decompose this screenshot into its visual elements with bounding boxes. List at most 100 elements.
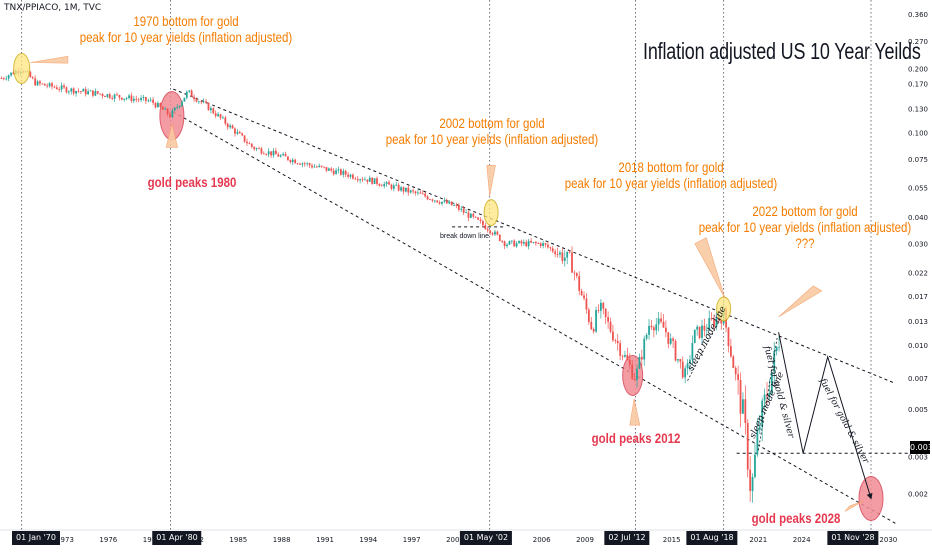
candle-body-36 bbox=[87, 91, 90, 95]
candle-body-67 bbox=[161, 106, 164, 110]
candle-body-24 bbox=[58, 89, 61, 91]
annotation-1970: 1970 bottom for gold peak for 10 year yi… bbox=[80, 13, 293, 45]
candle-body-91 bbox=[219, 114, 222, 118]
candle-body-79 bbox=[190, 90, 193, 97]
gold-peak-circle-2028 bbox=[858, 475, 884, 521]
candle-body-124 bbox=[299, 163, 301, 165]
candle-body-269 bbox=[648, 325, 650, 335]
candle-body-54 bbox=[130, 95, 133, 101]
candle-body-55 bbox=[132, 98, 135, 101]
candle-body-0 bbox=[0, 78, 3, 80]
candle-body-109 bbox=[262, 153, 265, 155]
y-tick-label-12: 0.013 bbox=[908, 318, 928, 326]
annotation-2022-line-2: peak for 10 year yields (inflation adjus… bbox=[698, 219, 912, 235]
candle-body-291 bbox=[701, 325, 703, 338]
candle-body-53 bbox=[128, 95, 130, 99]
candle-body-250 bbox=[602, 302, 605, 309]
x-tick-label-2015: 2015 bbox=[663, 536, 681, 544]
candle-body-116 bbox=[279, 155, 282, 157]
candle-body-129 bbox=[311, 165, 313, 168]
candle-body-219 bbox=[527, 240, 530, 247]
candle-body-27 bbox=[65, 87, 68, 93]
candle-body-22 bbox=[53, 86, 56, 88]
arrow-2028 bbox=[844, 500, 864, 512]
candle-body-182 bbox=[438, 202, 441, 204]
candle-body-275 bbox=[662, 321, 665, 328]
y-tick-label-8: 0.040 bbox=[908, 214, 928, 222]
candle-body-198 bbox=[477, 217, 480, 220]
break-down-line-label: break down line bbox=[440, 233, 490, 240]
arrow-2002 bbox=[486, 165, 496, 197]
candle-body-173 bbox=[417, 192, 419, 194]
candle-body-35 bbox=[84, 89, 87, 95]
candle-body-128 bbox=[308, 163, 311, 166]
candle-body-102 bbox=[246, 141, 248, 144]
candle-body-293 bbox=[705, 330, 708, 331]
candle-body-319 bbox=[768, 393, 771, 397]
candle-body-261 bbox=[628, 359, 631, 365]
candle-body-256 bbox=[616, 340, 619, 344]
candle-body-298 bbox=[717, 318, 720, 320]
candle-body-171 bbox=[412, 190, 415, 192]
candle-body-82 bbox=[197, 101, 200, 103]
annotation-2022: 2022 bottom for gold peak for 10 year yi… bbox=[699, 203, 912, 251]
candle-body-158 bbox=[380, 185, 383, 187]
candle-body-30 bbox=[72, 88, 75, 94]
candle-body-187 bbox=[450, 201, 453, 206]
trendline-lower bbox=[173, 111, 896, 524]
candle-body-317 bbox=[763, 394, 766, 401]
candle-body-42 bbox=[101, 94, 104, 97]
candle-body-148 bbox=[356, 179, 359, 181]
candle-body-86 bbox=[207, 102, 210, 111]
candle-body-69 bbox=[166, 108, 169, 115]
candle-body-39 bbox=[94, 91, 97, 96]
candle-body-266 bbox=[640, 356, 643, 360]
y-tick-label-9: 0.030 bbox=[908, 241, 928, 249]
candle-body-37 bbox=[89, 90, 92, 92]
candle-body-180 bbox=[433, 200, 436, 202]
candle-body-223 bbox=[537, 243, 540, 244]
date-tag-2028: 01 Nov '28 bbox=[827, 531, 879, 545]
candle-body-43 bbox=[104, 96, 106, 97]
candle-body-3 bbox=[7, 75, 10, 79]
candle-body-4 bbox=[10, 72, 12, 76]
candle-body-28 bbox=[67, 91, 70, 93]
annotation-2018-line-1: 2018 bottom for gold bbox=[618, 159, 724, 175]
y-tick-label-13: 0.010 bbox=[908, 342, 928, 350]
candle-body-271 bbox=[652, 327, 655, 331]
x-tick-label-1976: 1976 bbox=[99, 536, 117, 544]
x-tick-label-2006: 2006 bbox=[533, 536, 551, 544]
candle-body-44 bbox=[106, 94, 109, 97]
candle-body-221 bbox=[532, 242, 535, 243]
candle-body-142 bbox=[342, 170, 345, 175]
arrow-2022 bbox=[778, 285, 823, 318]
candle-body-156 bbox=[376, 178, 378, 184]
candle-body-159 bbox=[383, 183, 386, 187]
date-tag-1980: 01 Apr '80 bbox=[152, 531, 202, 545]
candle-body-145 bbox=[349, 174, 352, 177]
candle-body-203 bbox=[489, 230, 492, 234]
candle-body-121 bbox=[291, 159, 294, 163]
candle-body-244 bbox=[587, 309, 590, 322]
candle-body-224 bbox=[539, 243, 542, 246]
y-tick-label-14: 0.007 bbox=[908, 375, 928, 383]
candle-body-216 bbox=[520, 240, 523, 244]
candle-body-316 bbox=[761, 400, 764, 428]
candle-body-50 bbox=[120, 97, 123, 100]
candle-body-76 bbox=[183, 97, 186, 102]
x-tick-label-1979: 1979 bbox=[143, 536, 161, 544]
candle-body-234 bbox=[563, 257, 566, 261]
candle-body-251 bbox=[604, 308, 607, 318]
candle-body-51 bbox=[123, 98, 126, 100]
candle-body-117 bbox=[282, 154, 285, 156]
candle-body-33 bbox=[79, 91, 82, 93]
x-tick-label-1973: 1973 bbox=[56, 536, 74, 544]
candle-body-233 bbox=[561, 252, 564, 261]
candle-body-212 bbox=[510, 240, 513, 242]
candle-body-68 bbox=[164, 108, 167, 110]
y-tick-label-4: 0.130 bbox=[908, 105, 928, 113]
candle-body-21 bbox=[51, 83, 53, 87]
candle-body-265 bbox=[638, 356, 641, 369]
